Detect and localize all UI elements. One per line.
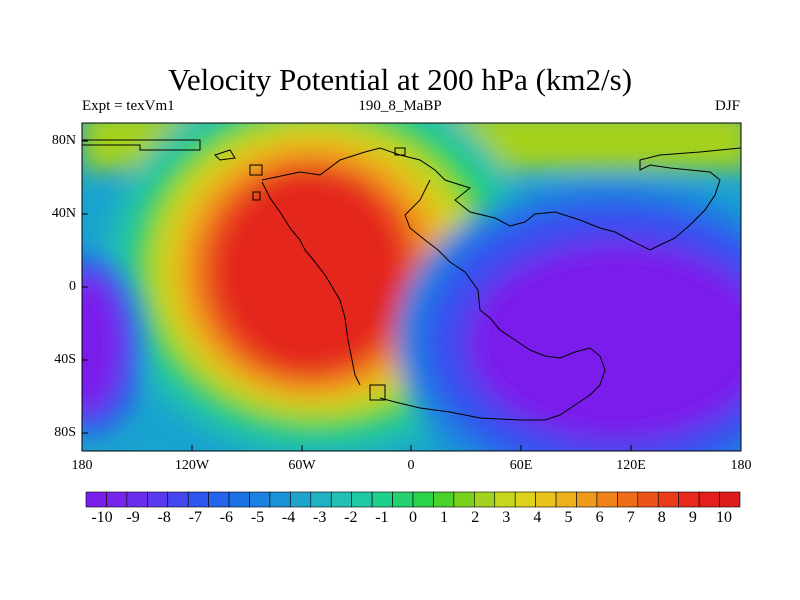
colorbar-swatch	[678, 491, 700, 508]
colorbar-swatch	[208, 491, 230, 508]
lon-label-60e: 60E	[509, 458, 533, 473]
lat-label-eq: 0	[69, 279, 76, 294]
colorbar-swatch	[596, 491, 618, 508]
colorbar-label: -1	[375, 509, 389, 526]
colorbar-swatch	[85, 491, 107, 508]
lat-label-80n: 80N	[51, 133, 76, 148]
colorbar-swatch	[310, 491, 332, 508]
lon-label-60w: 60W	[288, 458, 316, 473]
colorbar-label: -9	[126, 509, 140, 526]
colorbar-label: -3	[313, 509, 327, 526]
colorbar-swatch	[617, 491, 639, 508]
colorbar-label: 5	[564, 509, 573, 526]
colorbar-swatch	[147, 491, 169, 508]
colorbar-label: 6	[595, 509, 604, 526]
axis-ticks	[81, 140, 742, 451]
colorbar-label: 3	[502, 509, 511, 526]
plot-title: Velocity Potential at 200 hPa (km2/s)	[167, 62, 633, 97]
season-label: DJF	[714, 98, 740, 114]
colorbar-label: 2	[471, 509, 480, 526]
colorbar-swatch	[514, 491, 536, 508]
colorbar-label: -6	[219, 509, 234, 526]
coastlines	[82, 139, 741, 421]
colorbar-swatch	[269, 491, 291, 508]
lon-label-120w: 120W	[174, 458, 210, 473]
colorbar-label: 10	[716, 509, 732, 526]
colorbar-label: 4	[533, 509, 542, 526]
colorbar-label: 9	[688, 509, 697, 526]
colorbar-swatch	[126, 491, 148, 508]
period-label: 190_8_MaBP	[358, 98, 442, 114]
colorbar-label: 7	[626, 509, 635, 526]
colorbar-swatch	[187, 491, 209, 508]
colorbar-swatch	[535, 491, 557, 508]
lat-label-40n: 40N	[51, 206, 76, 221]
lon-label-0: 0	[407, 458, 415, 473]
colorbar-label: -10	[91, 509, 113, 526]
colorbar-swatch	[494, 491, 516, 508]
colorbar-label: -2	[344, 509, 358, 526]
lon-label-180e: 180	[730, 458, 752, 473]
colorbar-swatch	[698, 491, 720, 508]
colorbar-swatch	[433, 491, 455, 508]
colorbar-swatch	[106, 491, 128, 508]
colorbar-swatch	[290, 491, 312, 508]
colorbar-label: 0	[409, 509, 417, 526]
lat-label-40s: 40S	[54, 352, 76, 367]
colorbar-swatch	[228, 491, 250, 508]
colorbar-label: -7	[188, 509, 202, 526]
colorbar-swatch	[657, 491, 679, 508]
colorbar-swatch	[167, 491, 189, 508]
colorbar-swatch	[351, 491, 373, 508]
colorbar-swatch	[412, 491, 434, 508]
colorbar-swatch	[474, 491, 496, 508]
colorbar-swatch	[453, 491, 475, 508]
colorbar-label: 8	[657, 509, 666, 526]
colorbar	[85, 491, 741, 508]
colorbar-label: -5	[250, 509, 265, 526]
lon-label-120e: 120E	[616, 458, 646, 473]
contour-field	[82, 123, 741, 451]
lat-label-80s: 80S	[54, 425, 76, 440]
lon-label-180w: 180	[71, 458, 93, 473]
colorbar-swatch	[555, 491, 577, 508]
colorbar-swatch	[719, 491, 741, 508]
colorbar-label: -4	[281, 509, 296, 526]
colorbar-swatch	[392, 491, 414, 508]
colorbar-swatch	[249, 491, 271, 508]
colorbar-swatch	[637, 491, 659, 508]
colorbar-label: 1	[440, 509, 449, 526]
colorbar-label: -8	[157, 509, 171, 526]
colorbar-swatch	[371, 491, 393, 508]
colorbar-swatch	[330, 491, 352, 508]
colorbar-swatch	[576, 491, 598, 508]
experiment-label: Expt = texVm1	[82, 98, 175, 114]
